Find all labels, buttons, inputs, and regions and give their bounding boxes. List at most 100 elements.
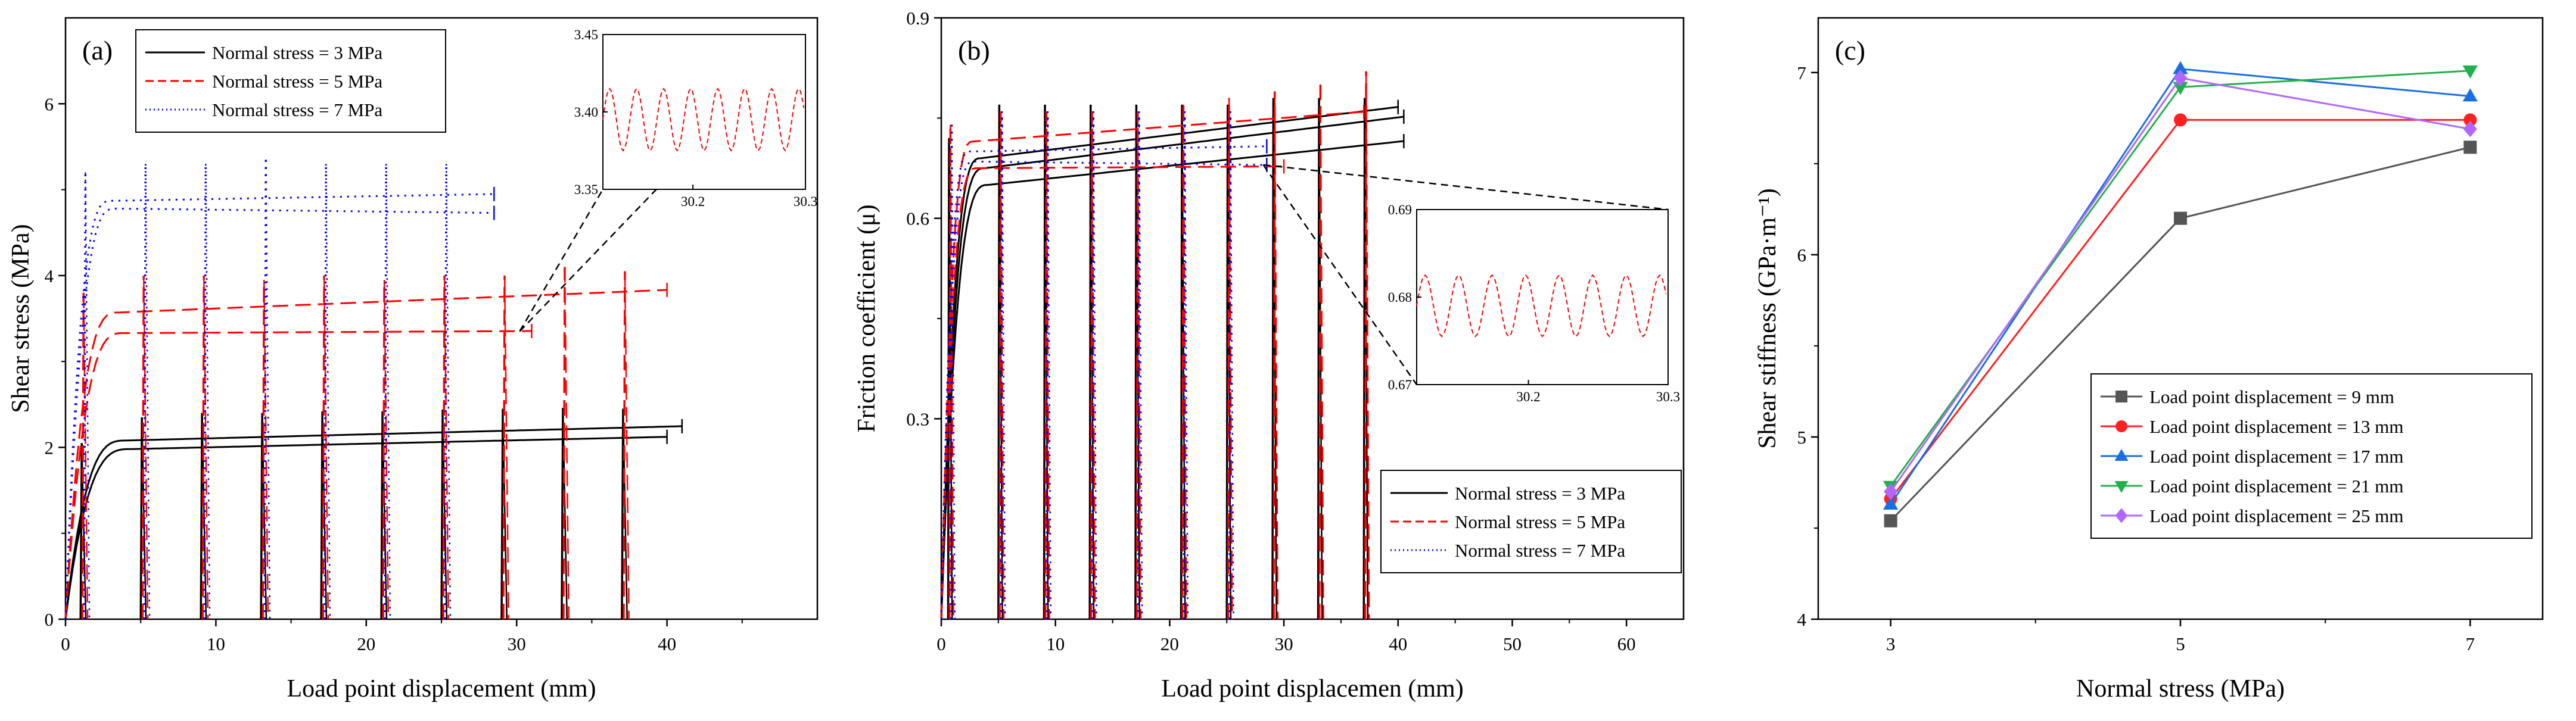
- y-tick-label: 0: [45, 609, 54, 630]
- unload-reload-spike: [1274, 91, 1279, 620]
- unload-reload-spike: [1273, 91, 1276, 620]
- data-point: [2173, 61, 2188, 74]
- unload-reload-spike: [1091, 111, 1096, 620]
- unload-reload-spike: [1365, 71, 1370, 620]
- inset-frame: [602, 34, 806, 190]
- legend-label: Load point displacement = 9 mm: [2149, 386, 2394, 407]
- unload-reload-spike: [1044, 111, 1048, 620]
- series-curve: [940, 111, 1364, 620]
- plot-area: [64, 160, 683, 620]
- y-tick-label: 0.3: [906, 408, 929, 429]
- x-tick-label: 40: [658, 633, 676, 654]
- zoom-connector: [519, 189, 604, 332]
- y-tick-label: 6: [45, 93, 54, 114]
- unload-reload-spike: [79, 443, 83, 620]
- y-tick-label: 4: [45, 266, 54, 286]
- zoom-connector: [1263, 164, 1669, 211]
- series-curve: [940, 140, 1404, 620]
- unload-reload-spike: [1135, 111, 1139, 620]
- series: [64, 267, 668, 620]
- legend-box: [2090, 373, 2533, 539]
- unload-reload-spike: [385, 164, 391, 620]
- y-tick-label: 5: [1797, 427, 1807, 448]
- inset-y-tick-label: 0.67: [1388, 377, 1412, 392]
- y-tick-label: 4: [1797, 609, 1807, 630]
- x-axis-title: Load point displacemen (mm): [1161, 675, 1463, 703]
- series: [1884, 141, 2477, 528]
- unload-reload-spike: [562, 267, 566, 620]
- unload-reload-spike: [445, 164, 452, 620]
- unload-reload-spike: [203, 164, 207, 620]
- unload-reload-spike: [442, 275, 446, 620]
- unload-reload-spike: [1046, 111, 1050, 620]
- x-tick-label: 30: [1275, 633, 1293, 654]
- unload-reload-spike: [263, 280, 269, 620]
- legend-label: Normal stress = 3 MPa: [212, 42, 382, 63]
- legend-label: Normal stress = 5 MPa: [1455, 511, 1625, 532]
- legend-marker: [2114, 481, 2129, 493]
- series: [940, 98, 1405, 620]
- unload-reload-spike: [621, 408, 624, 620]
- legend-label: Load point displacement = 25 mm: [2149, 505, 2403, 526]
- unload-reload-spike: [1228, 98, 1233, 620]
- data-point: [2173, 70, 2188, 86]
- x-tick-label: 10: [1046, 633, 1065, 654]
- y-axis-title: Friction coefficient (μ): [853, 204, 881, 432]
- series: [1884, 113, 2477, 505]
- inset: 3.35 3.40 3.45 30.2 30.3: [519, 27, 817, 332]
- unload-reload-spike: [322, 275, 325, 620]
- data-point: [2463, 113, 2477, 127]
- unload-reload-spike: [384, 164, 387, 620]
- unload-reload-spike: [382, 280, 385, 620]
- unload-reload-spike: [1091, 111, 1095, 620]
- data-point: [1883, 497, 1899, 510]
- series-curve: [940, 106, 1398, 620]
- y-axis-title: Shear stiffness (GPa·m⁻¹): [1754, 188, 1781, 449]
- series-curve: [64, 193, 494, 620]
- panel-label: (a): [82, 35, 113, 65]
- inset-y-tick-label: 3.35: [574, 182, 598, 197]
- series-curve: [940, 116, 1404, 620]
- data-point: [2173, 82, 2188, 95]
- series: [1883, 61, 2478, 510]
- x-tick-label: 60: [1617, 633, 1636, 654]
- unload-reload-spike: [950, 124, 954, 620]
- unload-reload-spike: [143, 164, 147, 620]
- unload-reload-spike: [380, 411, 384, 620]
- legend-label: Load point displacement = 17 mm: [2149, 446, 2403, 467]
- series-curve: [64, 289, 667, 620]
- unload-reload-spike: [323, 164, 327, 620]
- x-axis-title: Load point displacement (mm): [287, 675, 596, 703]
- unload-reload-spike: [1184, 111, 1189, 620]
- series: [940, 111, 1268, 620]
- series: [940, 71, 1370, 620]
- inset-x-tick-label: 30.3: [794, 194, 817, 209]
- panel-label: (c): [1835, 35, 1865, 65]
- unload-reload-spike: [262, 280, 265, 620]
- legend-label: Load point displacement = 13 mm: [2149, 416, 2403, 437]
- unload-reload-spike: [622, 408, 628, 620]
- series-curve: [940, 160, 1267, 620]
- x-axis-title: Normal stress (MPa): [2076, 675, 2285, 703]
- unload-reload-spike: [998, 111, 1002, 620]
- panel-label: (b): [958, 35, 990, 65]
- unload-reload-spike: [1000, 111, 1005, 620]
- unload-reload-spike: [1228, 111, 1232, 620]
- y-tick-label: 7: [1797, 63, 1807, 83]
- legend-marker: [2115, 508, 2128, 523]
- unload-reload-spike: [564, 267, 570, 620]
- x-tick-label: 0: [61, 633, 70, 654]
- inset-series-curve: [1416, 274, 1667, 338]
- series-curve: [940, 166, 1284, 620]
- zoom-connector: [1262, 164, 1418, 385]
- legend-marker: [2114, 449, 2129, 461]
- x-tick-label: 30: [508, 633, 526, 654]
- series: [1884, 70, 2477, 500]
- inset-frame: [1416, 209, 1669, 385]
- series-curve: [64, 425, 682, 620]
- x-tick-label: 20: [357, 633, 375, 654]
- unload-reload-spike: [1090, 111, 1093, 620]
- unload-reload-spike: [1093, 111, 1097, 620]
- x-tick-label: 40: [1389, 633, 1407, 654]
- series-curve: [64, 436, 667, 620]
